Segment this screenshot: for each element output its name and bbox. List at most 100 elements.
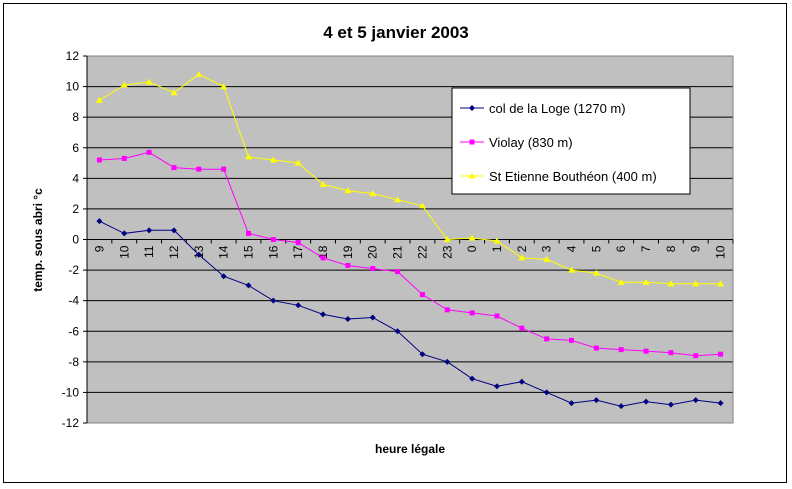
- data-point: [319, 180, 327, 187]
- data-point: [643, 398, 650, 405]
- data-point: [568, 266, 575, 273]
- y-tick-label: 8: [72, 110, 79, 124]
- data-point: [717, 400, 724, 407]
- data-point: [617, 278, 625, 285]
- y-tick-label: -6: [68, 324, 79, 338]
- y-tick-label: -4: [68, 294, 79, 308]
- series-triangle: [95, 70, 725, 287]
- x-tick-label: 0: [465, 245, 479, 252]
- series-line: [99, 73, 721, 285]
- data-point: [221, 166, 227, 172]
- data-point: [171, 165, 177, 171]
- y-tick-label: -12: [62, 416, 80, 430]
- x-tick-label: 12: [167, 245, 181, 259]
- legend-label: col de la Loge (1270 m): [489, 101, 626, 116]
- data-point: [667, 280, 675, 287]
- y-tick-label: 6: [72, 141, 79, 155]
- x-tick-label: 7: [639, 245, 653, 252]
- x-tick-label: 14: [217, 245, 231, 259]
- chart-title: 4 et 5 janvier 2003: [323, 23, 469, 42]
- data-point: [618, 403, 625, 410]
- data-point: [170, 227, 177, 234]
- data-point: [468, 172, 476, 179]
- x-tick-label: 10: [714, 245, 728, 259]
- data-point: [369, 314, 376, 321]
- data-point: [270, 237, 276, 242]
- y-tick-label: -10: [62, 385, 80, 399]
- data-point: [518, 254, 526, 261]
- data-point: [395, 269, 401, 275]
- series-diamond: [96, 218, 724, 410]
- data-point: [320, 255, 326, 261]
- data-point: [592, 269, 600, 276]
- x-tick-label: 19: [341, 245, 355, 259]
- series-line: [99, 151, 721, 357]
- data-point: [692, 280, 700, 287]
- data-point: [394, 196, 402, 203]
- legend-label: St Etienne Bouthéon (400 m): [489, 169, 657, 184]
- x-tick-label: 1: [490, 245, 504, 252]
- data-point: [344, 316, 351, 323]
- data-point: [320, 311, 327, 318]
- series-lines: [95, 70, 725, 410]
- data-point: [519, 325, 525, 331]
- data-point: [146, 227, 153, 234]
- data-point: [469, 375, 476, 382]
- x-tick-label: 15: [242, 245, 256, 259]
- y-tick-label: 0: [72, 233, 79, 247]
- data-point: [717, 280, 725, 287]
- data-point: [643, 348, 649, 354]
- x-axis-title: heure légale: [375, 442, 445, 456]
- data-point: [443, 236, 451, 242]
- data-point: [121, 155, 127, 161]
- data-point: [245, 153, 252, 160]
- data-point: [294, 159, 302, 166]
- x-tick-label: 8: [664, 245, 678, 252]
- data-point: [568, 400, 575, 407]
- data-point: [544, 336, 550, 342]
- data-point: [269, 156, 277, 163]
- data-point: [493, 237, 501, 244]
- data-point: [195, 70, 203, 77]
- data-point: [95, 96, 103, 103]
- y-tick-label: -8: [68, 355, 79, 369]
- data-point: [418, 202, 426, 209]
- data-point: [220, 83, 228, 90]
- x-axis-ticks: 9101112131415161718192021222301234567891…: [86, 239, 734, 259]
- data-point: [593, 345, 599, 351]
- y-axis-title: temp. sous abri °c: [31, 188, 45, 292]
- data-point: [345, 262, 351, 268]
- data-point: [120, 81, 128, 88]
- data-point: [369, 190, 377, 197]
- data-point: [295, 240, 301, 246]
- data-point: [469, 105, 475, 111]
- y-tick-label: 10: [66, 80, 80, 94]
- legend: col de la Loge (1270 m) Violay (830 m) St …: [451, 87, 691, 195]
- legend-label: Violay (830 m): [489, 135, 573, 150]
- legend-box: [451, 87, 691, 195]
- data-point: [468, 234, 476, 241]
- data-point: [419, 292, 425, 298]
- y-tick-label: 2: [72, 202, 79, 216]
- data-point: [593, 397, 600, 404]
- data-point: [370, 266, 376, 272]
- x-tick-label: 20: [366, 245, 380, 259]
- y-tick-label: 12: [66, 49, 80, 63]
- data-point: [618, 347, 624, 353]
- data-point: [543, 389, 550, 396]
- data-point: [518, 378, 525, 385]
- data-point: [96, 218, 103, 225]
- data-point: [245, 282, 252, 289]
- x-tick-label: 6: [614, 245, 628, 252]
- data-point: [494, 313, 500, 319]
- data-point: [146, 149, 152, 155]
- data-point: [196, 166, 202, 172]
- x-tick-label: 2: [515, 245, 529, 252]
- data-point: [195, 251, 202, 258]
- x-tick-label: 5: [589, 245, 603, 252]
- x-tick-label: 10: [117, 245, 131, 259]
- data-point: [246, 230, 251, 236]
- data-point: [419, 351, 426, 358]
- data-point: [145, 78, 153, 85]
